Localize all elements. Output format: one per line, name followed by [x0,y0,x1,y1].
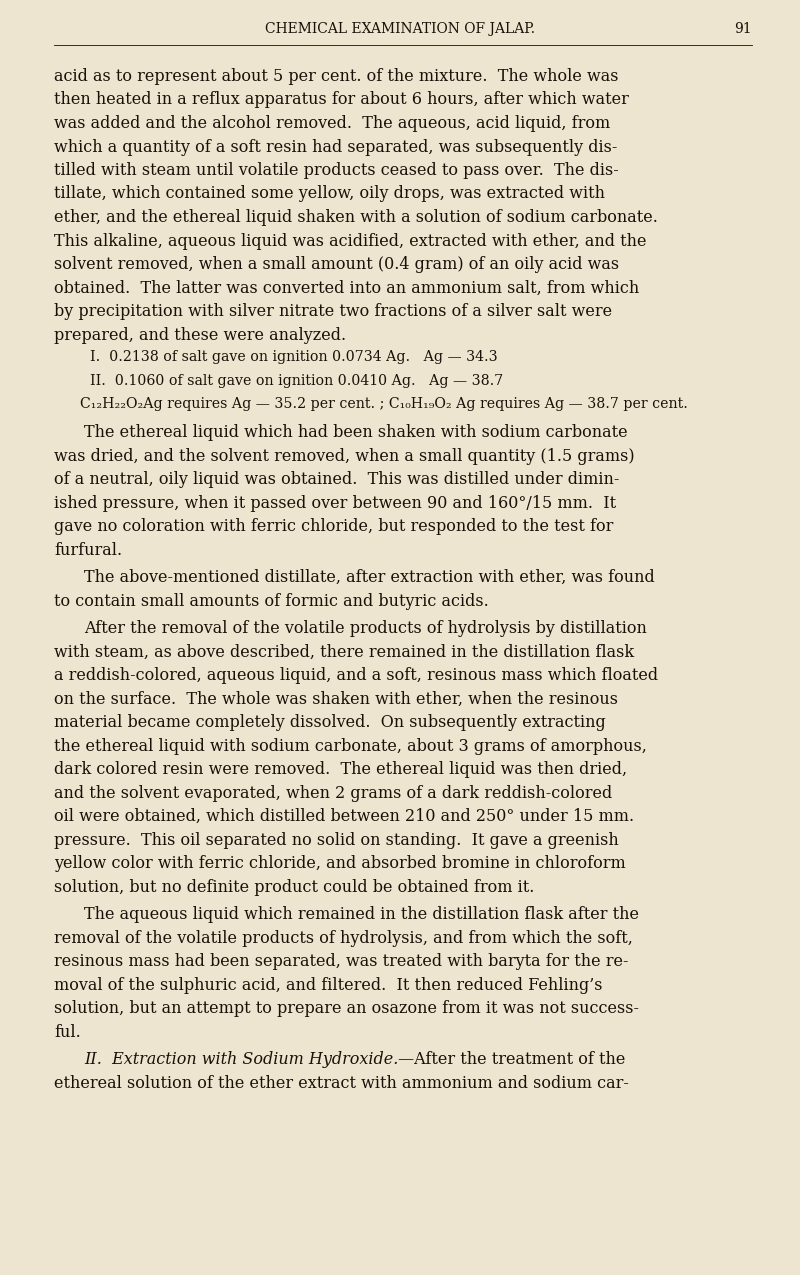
Text: was dried, and the solvent removed, when a small quantity (1.5 grams): was dried, and the solvent removed, when… [54,448,634,464]
Text: ethereal solution of the ether extract with ammonium and sodium car­: ethereal solution of the ether extract w… [54,1075,629,1091]
Text: I.  0.2138 of salt gave on ignition 0.0734 Ag.   Ag — 34.3: I. 0.2138 of salt gave on ignition 0.073… [90,351,498,363]
Text: was added and the alcohol removed.  The aqueous, acid liquid, from: was added and the alcohol removed. The a… [54,115,610,133]
Text: 91: 91 [734,22,752,36]
Text: C₁₂H₂₂O₂Ag requires Ag — 35.2 per cent. ; C₁₀H₁₉O₂ Ag requires Ag — 38.7 per cen: C₁₂H₂₂O₂Ag requires Ag — 35.2 per cent. … [80,397,688,411]
Text: dark colored resin were removed.  The ethereal liquid was then dried,: dark colored resin were removed. The eth… [54,761,627,778]
Text: of a neutral, oily liquid was obtained.  This was distilled under dimin­: of a neutral, oily liquid was obtained. … [54,470,619,488]
Text: the ethereal liquid with sodium carbonate, about 3 grams of amorphous,: the ethereal liquid with sodium carbonat… [54,737,647,755]
Text: prepared, and these were analyzed.: prepared, and these were analyzed. [54,326,346,343]
Text: solvent removed, when a small amount (0.4 gram) of an oily acid was: solvent removed, when a small amount (0.… [54,256,619,273]
Text: obtained.  The latter was converted into an ammonium salt, from which: obtained. The latter was converted into … [54,279,639,297]
Text: acid as to represent about 5 per cent. of the mixture.  The whole was: acid as to represent about 5 per cent. o… [54,68,618,85]
Text: removal of the volatile products of hydrolysis, and from which the soft,: removal of the volatile products of hydr… [54,929,633,946]
Text: After the removal of the volatile products of hydrolysis by distillation: After the removal of the volatile produc… [84,620,647,638]
Text: II.  0.1060 of salt gave on ignition 0.0410 Ag.   Ag — 38.7: II. 0.1060 of salt gave on ignition 0.04… [90,374,503,388]
Text: gave no coloration with ferric chloride, but responded to the test for: gave no coloration with ferric chloride,… [54,518,614,536]
Text: ished pressure, when it passed over between 90 and 160°/15 mm.  It: ished pressure, when it passed over betw… [54,495,616,511]
Text: The ethereal liquid which had been shaken with sodium carbonate: The ethereal liquid which had been shake… [84,425,628,441]
Text: a reddish-colored, aqueous liquid, and a soft, resinous mass which floated: a reddish-colored, aqueous liquid, and a… [54,667,658,683]
Text: tillate, which contained some yellow, oily drops, was extracted with: tillate, which contained some yellow, oi… [54,185,605,203]
Text: ful.: ful. [54,1024,81,1040]
Text: yellow color with ferric chloride, and absorbed bromine in chloroform: yellow color with ferric chloride, and a… [54,856,626,872]
Text: The aqueous liquid which remained in the distillation flask after the: The aqueous liquid which remained in the… [84,907,639,923]
Text: on the surface.  The whole was shaken with ether, when the resinous: on the surface. The whole was shaken wit… [54,691,618,708]
Text: oil were obtained, which distilled between 210 and 250° under 15 mm.: oil were obtained, which distilled betwe… [54,808,634,825]
Text: —After the treatment of the: —After the treatment of the [398,1051,626,1068]
Text: CHEMICAL EXAMINATION OF JALAP.: CHEMICAL EXAMINATION OF JALAP. [265,22,535,36]
Text: material became completely dissolved.  On subsequently extracting: material became completely dissolved. On… [54,714,606,731]
Text: furfural.: furfural. [54,542,122,558]
Text: moval of the sulphuric acid, and filtered.  It then reduced Fehling’s: moval of the sulphuric acid, and filtere… [54,977,602,993]
Text: tilled with steam until volatile products ceased to pass over.  The dis­: tilled with steam until volatile product… [54,162,618,179]
Text: solution, but an attempt to prepare an osazone from it was not success­: solution, but an attempt to prepare an o… [54,1000,639,1017]
Text: ether, and the ethereal liquid shaken with a solution of sodium carbonate.: ether, and the ethereal liquid shaken wi… [54,209,658,226]
Text: This alkaline, aqueous liquid was acidified, extracted with ether, and the: This alkaline, aqueous liquid was acidif… [54,232,646,250]
Text: pressure.  This oil separated no solid on standing.  It gave a greenish: pressure. This oil separated no solid on… [54,831,618,849]
Text: solution, but no definite product could be obtained from it.: solution, but no definite product could … [54,878,534,895]
Text: and the solvent evaporated, when 2 grams of a dark reddish-colored: and the solvent evaporated, when 2 grams… [54,784,612,802]
Text: II.  Extraction with Sodium Hydroxide.: II. Extraction with Sodium Hydroxide. [84,1051,398,1068]
Text: The above-mentioned distillate, after extraction with ether, was found: The above-mentioned distillate, after ex… [84,569,654,586]
Text: to contain small amounts of formic and butyric acids.: to contain small amounts of formic and b… [54,593,489,609]
Text: with steam, as above described, there remained in the distillation flask: with steam, as above described, there re… [54,644,634,660]
Text: then heated in a reflux apparatus for about 6 hours, after which water: then heated in a reflux apparatus for ab… [54,92,629,108]
Text: resinous mass had been separated, was treated with baryta for the re­: resinous mass had been separated, was tr… [54,952,629,970]
Text: which a quantity of a soft resin had separated, was subsequently dis­: which a quantity of a soft resin had sep… [54,139,618,156]
Text: by precipitation with silver nitrate two fractions of a silver salt were: by precipitation with silver nitrate two… [54,303,612,320]
